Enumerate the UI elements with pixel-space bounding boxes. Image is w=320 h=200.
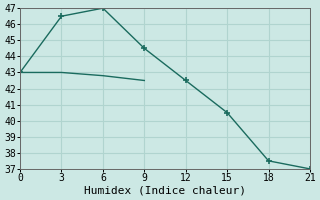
X-axis label: Humidex (Indice chaleur): Humidex (Indice chaleur) (84, 186, 246, 196)
